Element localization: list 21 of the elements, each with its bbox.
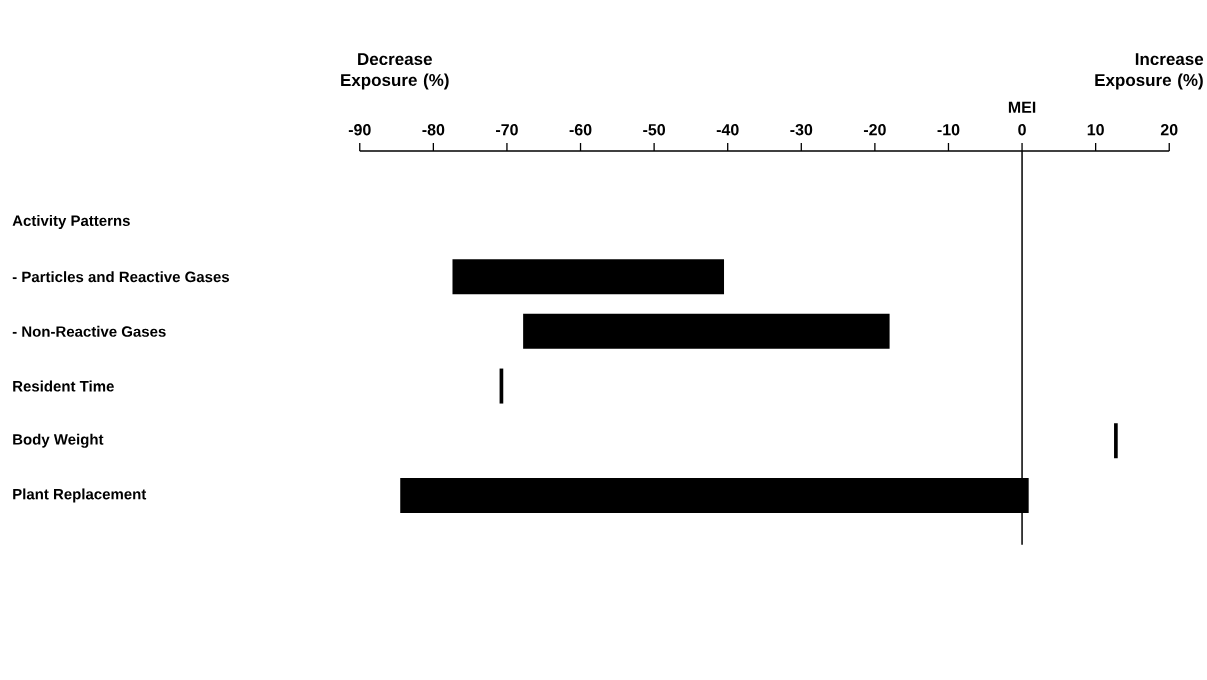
- x-tick-label: 10: [1087, 124, 1104, 136]
- x-tick-label: -30: [790, 124, 813, 136]
- x-tick-label: 0: [1018, 124, 1026, 136]
- x-tick-label: -70: [496, 124, 518, 136]
- y-tick-label: - Particles and Reactive Gases: [12, 271, 230, 283]
- ref-line-label: MEI: [1008, 101, 1036, 113]
- text: Increase Exposure (%): [1095, 53, 1204, 90]
- x-tick-label: -90: [348, 124, 371, 136]
- y-tick-label: Body Weight: [13, 433, 104, 448]
- x-tick-label: -60: [569, 124, 592, 136]
- y-tick-label: Plant Replacement: [13, 488, 147, 503]
- x-tick-label: -10: [937, 124, 960, 136]
- y-tick-label: Resident Time: [13, 380, 114, 392]
- x-tick-label: -20: [863, 124, 886, 136]
- x-tick-label: 20: [1160, 124, 1178, 136]
- x-tick-label: -40: [716, 124, 739, 136]
- y-tick-label: - Non-Reactive Gases: [12, 326, 166, 338]
- x-tick-label: -80: [422, 124, 445, 136]
- y-tick-label: Activity Patterns: [12, 215, 130, 230]
- text: Decrease Exposure (%): [341, 53, 449, 90]
- x-tick-label: -50: [643, 124, 666, 136]
